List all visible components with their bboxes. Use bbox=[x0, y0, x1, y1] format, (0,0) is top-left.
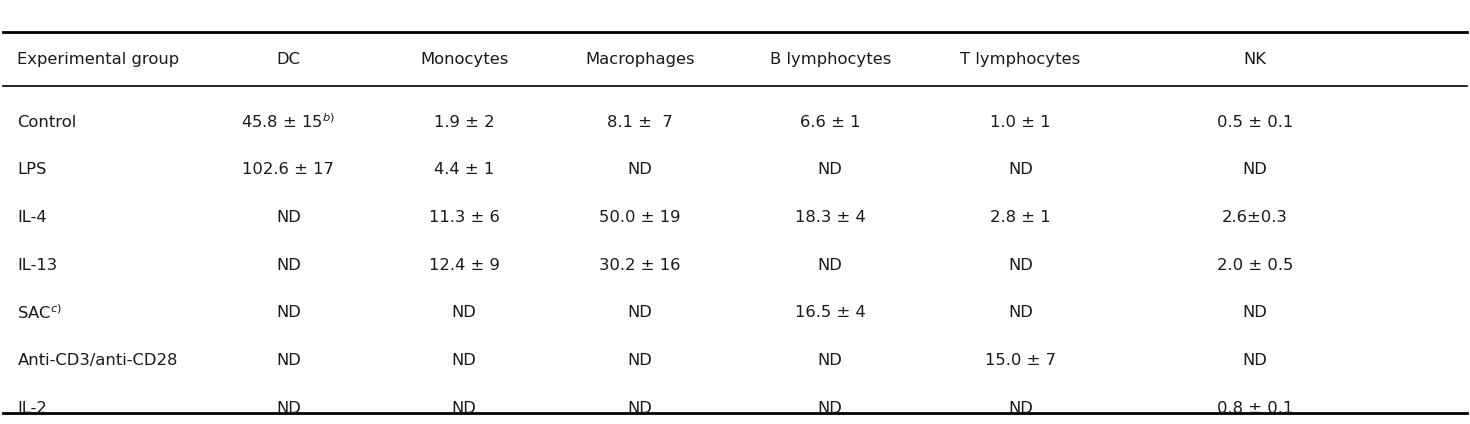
Text: LPS: LPS bbox=[18, 162, 47, 177]
Text: ND: ND bbox=[1008, 401, 1033, 416]
Text: ND: ND bbox=[817, 162, 842, 177]
Text: Anti-CD3/anti-CD28: Anti-CD3/anti-CD28 bbox=[18, 353, 178, 368]
Text: ND: ND bbox=[451, 401, 476, 416]
Text: 30.2 ± 16: 30.2 ± 16 bbox=[600, 258, 681, 273]
Text: 8.1 ±  7: 8.1 ± 7 bbox=[607, 114, 673, 130]
Text: ND: ND bbox=[817, 401, 842, 416]
Text: ND: ND bbox=[276, 353, 301, 368]
Text: 1.9 ± 2: 1.9 ± 2 bbox=[434, 114, 494, 130]
Text: ND: ND bbox=[1008, 162, 1033, 177]
Text: 50.0 ± 19: 50.0 ± 19 bbox=[600, 210, 681, 225]
Text: ND: ND bbox=[817, 258, 842, 273]
Text: Experimental group: Experimental group bbox=[18, 52, 179, 67]
Text: 11.3 ± 6: 11.3 ± 6 bbox=[429, 210, 500, 225]
Text: ND: ND bbox=[451, 305, 476, 321]
Text: 2.0 ± 0.5: 2.0 ± 0.5 bbox=[1217, 258, 1294, 273]
Text: Monocytes: Monocytes bbox=[420, 52, 509, 67]
Text: T lymphocytes: T lymphocytes bbox=[960, 52, 1080, 67]
Text: 4.4 ± 1: 4.4 ± 1 bbox=[434, 162, 494, 177]
Text: 1.0 ± 1: 1.0 ± 1 bbox=[991, 114, 1051, 130]
Text: 15.0 ± 7: 15.0 ± 7 bbox=[985, 353, 1055, 368]
Text: DC: DC bbox=[276, 52, 300, 67]
Text: IL-13: IL-13 bbox=[18, 258, 57, 273]
Text: SAC$^{c)}$: SAC$^{c)}$ bbox=[18, 304, 62, 322]
Text: ND: ND bbox=[1008, 258, 1033, 273]
Text: NK: NK bbox=[1244, 52, 1266, 67]
Text: Control: Control bbox=[18, 114, 76, 130]
Text: ND: ND bbox=[276, 210, 301, 225]
Text: 2.8 ± 1: 2.8 ± 1 bbox=[991, 210, 1051, 225]
Text: ND: ND bbox=[1242, 353, 1267, 368]
Text: ND: ND bbox=[628, 305, 653, 321]
Text: ND: ND bbox=[628, 353, 653, 368]
Text: 0.8 ± 0.1: 0.8 ± 0.1 bbox=[1217, 401, 1294, 416]
Text: ND: ND bbox=[276, 258, 301, 273]
Text: 6.6 ± 1: 6.6 ± 1 bbox=[800, 114, 860, 130]
Text: ND: ND bbox=[451, 353, 476, 368]
Text: 102.6 ± 17: 102.6 ± 17 bbox=[243, 162, 334, 177]
Text: ND: ND bbox=[817, 353, 842, 368]
Text: IL-4: IL-4 bbox=[18, 210, 47, 225]
Text: IL-2: IL-2 bbox=[18, 401, 47, 416]
Text: 18.3 ± 4: 18.3 ± 4 bbox=[795, 210, 866, 225]
Text: ND: ND bbox=[628, 162, 653, 177]
Text: 2.6±0.3: 2.6±0.3 bbox=[1222, 210, 1288, 225]
Text: ND: ND bbox=[628, 401, 653, 416]
Text: B lymphocytes: B lymphocytes bbox=[769, 52, 891, 67]
Text: 0.5 ± 0.1: 0.5 ± 0.1 bbox=[1217, 114, 1294, 130]
Text: 45.8 ± 15$^{b)}$: 45.8 ± 15$^{b)}$ bbox=[241, 113, 335, 131]
Text: 16.5 ± 4: 16.5 ± 4 bbox=[795, 305, 866, 321]
Text: Macrophages: Macrophages bbox=[585, 52, 695, 67]
Text: ND: ND bbox=[1242, 305, 1267, 321]
Text: ND: ND bbox=[276, 401, 301, 416]
Text: ND: ND bbox=[1008, 305, 1033, 321]
Text: ND: ND bbox=[1242, 162, 1267, 177]
Text: ND: ND bbox=[276, 305, 301, 321]
Text: 12.4 ± 9: 12.4 ± 9 bbox=[429, 258, 500, 273]
